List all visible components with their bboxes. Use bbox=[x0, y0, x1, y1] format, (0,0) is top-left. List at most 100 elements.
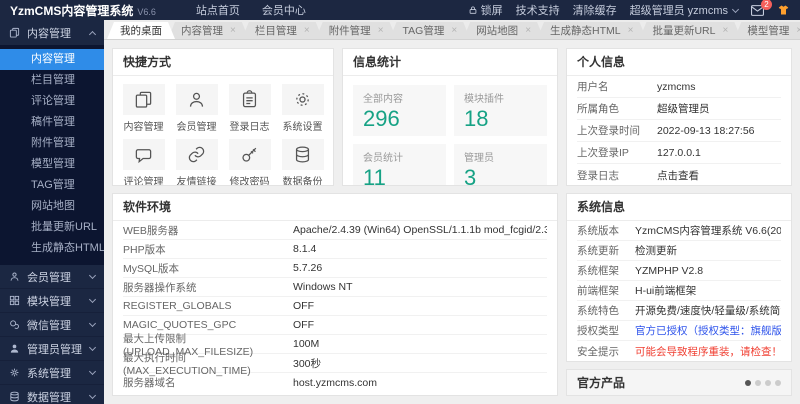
shortcut-system-settings[interactable]: 系统设置 bbox=[278, 84, 327, 133]
close-icon[interactable]: × bbox=[230, 24, 236, 36]
row-label: 用户名 bbox=[577, 81, 609, 93]
panel-title-text: 官方产品 bbox=[577, 376, 626, 390]
carousel-dot[interactable] bbox=[745, 380, 751, 386]
sidebar-group-label: 会员管理 bbox=[27, 271, 71, 284]
tab-label: 栏目管理 bbox=[254, 25, 297, 37]
row-value: 超级管理员 bbox=[657, 103, 710, 115]
clear-cache-button[interactable]: 清除缓存 bbox=[572, 5, 617, 17]
shortcut-data-backup[interactable]: 数据备份 bbox=[278, 139, 327, 185]
shortcut-content-mgmt[interactable]: 内容管理 bbox=[119, 84, 168, 133]
tab-batch-url[interactable]: 批量更新URL × bbox=[639, 22, 741, 39]
stat-value: 296 bbox=[363, 106, 400, 131]
stat-label: 全部内容 bbox=[363, 94, 403, 105]
tab-label: TAG管理 bbox=[402, 25, 445, 37]
row-value: 100M bbox=[293, 338, 320, 350]
user-menu[interactable]: 超级管理员 yzmcms bbox=[629, 2, 740, 18]
sidebar-group-label: 数据管理 bbox=[27, 391, 71, 404]
shortcut-comment-mgmt[interactable]: 评论管理 bbox=[119, 139, 168, 185]
stat-all-content[interactable]: 全部内容 296 bbox=[353, 85, 446, 136]
sidebar-item-tags[interactable]: TAG管理 bbox=[31, 179, 75, 191]
system-info-list: 系统版本 YzmCMS内容管理系统 V6.6(20220916) 系统更新 检测更新… bbox=[567, 221, 791, 361]
sidebar-group-wechat[interactable]: 微信管理 bbox=[0, 313, 104, 337]
close-icon[interactable]: × bbox=[796, 24, 800, 36]
row-label: 最大上传限制 (UPLOAD_MAX_FILESIZE) bbox=[123, 332, 254, 358]
nav-member-center[interactable]: 会员中心 bbox=[261, 5, 306, 17]
row-label: 最大执行时间 (MAX_EXECUTION_TIME) bbox=[123, 351, 251, 377]
tab-sitemap[interactable]: 网站地图 × bbox=[463, 22, 544, 39]
shortcut-member-mgmt[interactable]: 会员管理 bbox=[172, 84, 221, 133]
stat-admins[interactable]: 管理员 3 bbox=[454, 144, 547, 185]
shortcut-login-log[interactable]: 登录日志 bbox=[225, 84, 274, 133]
panel-title: 信息统计 bbox=[343, 49, 557, 76]
close-icon[interactable]: × bbox=[451, 24, 458, 36]
sidebar-group-label: 模块管理 bbox=[27, 295, 71, 308]
sidebar-item-category[interactable]: 栏目管理 bbox=[31, 74, 75, 86]
chevron-down-icon bbox=[88, 367, 97, 376]
check-update-link[interactable]: 检测更新 bbox=[635, 245, 677, 257]
sidebar-group-modules[interactable]: 模块管理 bbox=[0, 289, 104, 313]
key-icon bbox=[228, 139, 271, 170]
tab-my-desktop[interactable]: 我的桌面 bbox=[107, 22, 175, 39]
tab-tag-mgmt[interactable]: TAG管理 × bbox=[390, 22, 471, 39]
shortcut-change-password[interactable]: 修改密码 bbox=[225, 139, 274, 185]
user-icon bbox=[175, 84, 218, 115]
sidebar-item-comments[interactable]: 评论管理 bbox=[31, 95, 75, 107]
theme-button[interactable] bbox=[777, 4, 790, 16]
nav-site-home[interactable]: 站点首页 bbox=[195, 5, 240, 17]
sidebar-item-batch-url[interactable]: 批量更新URL bbox=[31, 221, 98, 233]
carousel-dot[interactable] bbox=[755, 380, 761, 386]
carousel-dot[interactable] bbox=[765, 380, 771, 386]
lock-screen-button[interactable]: 锁屏 bbox=[468, 2, 503, 18]
shirt-icon bbox=[777, 4, 790, 16]
sidebar-group-content[interactable]: 内容管理 bbox=[0, 20, 104, 45]
tab-category-mgmt[interactable]: 栏目管理 × bbox=[242, 22, 323, 39]
close-icon[interactable]: × bbox=[525, 24, 532, 36]
tab-static-html[interactable]: 生成静态HTML × bbox=[537, 22, 646, 39]
software-row: MySQL版本 5.7.26 bbox=[123, 259, 547, 278]
chevron-up-icon bbox=[88, 30, 97, 38]
stat-members[interactable]: 会员统计 11 bbox=[353, 144, 446, 185]
tab-model-mgmt[interactable]: 模型管理 × bbox=[734, 22, 800, 39]
sidebar-item-attachments[interactable]: 附件管理 bbox=[31, 137, 75, 149]
sidebar-group-label: 微信管理 bbox=[27, 319, 71, 332]
carousel-dot[interactable] bbox=[775, 380, 781, 386]
sidebar-item-static-html[interactable]: 生成静态HTML bbox=[31, 242, 104, 254]
panel-title: 软件环境 bbox=[113, 194, 557, 221]
tab-bar: 我的桌面 内容管理 × 栏目管理 × 附件管理 × TAG管理 × 网站地图 × 生成静态… bbox=[104, 20, 800, 40]
row-label: 安全提示 bbox=[577, 345, 619, 358]
sidebar-item-content[interactable]: 内容管理 bbox=[0, 49, 104, 70]
tab-attachment-mgmt[interactable]: 附件管理 × bbox=[316, 22, 397, 39]
login-log-link[interactable]: 点击查看 bbox=[657, 169, 699, 182]
software-row: WEB服务器 Apache/2.4.39 (Win64) OpenSSL/1.1.… bbox=[123, 221, 547, 240]
close-icon[interactable]: × bbox=[722, 24, 729, 36]
close-icon[interactable]: × bbox=[627, 24, 634, 36]
sidebar-group-members[interactable]: 会员管理 bbox=[0, 265, 104, 289]
sidebar-group-admins[interactable]: 管理员管理 bbox=[0, 337, 104, 361]
close-icon[interactable]: × bbox=[303, 24, 310, 36]
stat-module-plugins[interactable]: 模块插件 18 bbox=[454, 85, 547, 136]
shortcut-friend-links[interactable]: 友情链接 bbox=[172, 139, 221, 185]
header-nav: 站点首页 会员中心 bbox=[196, 2, 306, 18]
sidebar-item-manuscript[interactable]: 稿件管理 bbox=[31, 116, 75, 128]
sidebar-group-system[interactable]: 系统管理 bbox=[0, 361, 104, 385]
chevron-down-icon bbox=[88, 271, 97, 280]
row-label: 上次登录IP bbox=[577, 147, 629, 159]
tab-label: 生成静态HTML bbox=[550, 25, 621, 37]
user-name: 超级管理员 yzmcms bbox=[629, 5, 728, 17]
row-value: H-ui前端框架 bbox=[635, 285, 697, 297]
gear-icon bbox=[9, 367, 20, 378]
sidebar-item-models[interactable]: 模型管理 bbox=[31, 158, 75, 170]
database-icon bbox=[9, 391, 20, 402]
lock-screen-label: 锁屏 bbox=[480, 5, 503, 17]
messages-button[interactable]: 2 bbox=[751, 0, 772, 16]
documents-icon bbox=[122, 84, 165, 115]
tech-support-link[interactable]: 技术支持 bbox=[515, 5, 560, 17]
sidebar-item-sitemap[interactable]: 网站地图 bbox=[31, 200, 75, 212]
profile-row: 上次登录时间 2022-09-13 18:27:56 bbox=[577, 120, 781, 142]
stat-label: 会员统计 bbox=[363, 153, 403, 164]
tab-content-mgmt[interactable]: 内容管理 × bbox=[168, 22, 249, 39]
profile-row: 登录日志 点击查看 bbox=[577, 164, 781, 185]
system-row: 系统更新 检测更新 bbox=[577, 241, 781, 261]
close-icon[interactable]: × bbox=[377, 24, 384, 36]
sidebar-group-data[interactable]: 数据管理 bbox=[0, 385, 104, 404]
